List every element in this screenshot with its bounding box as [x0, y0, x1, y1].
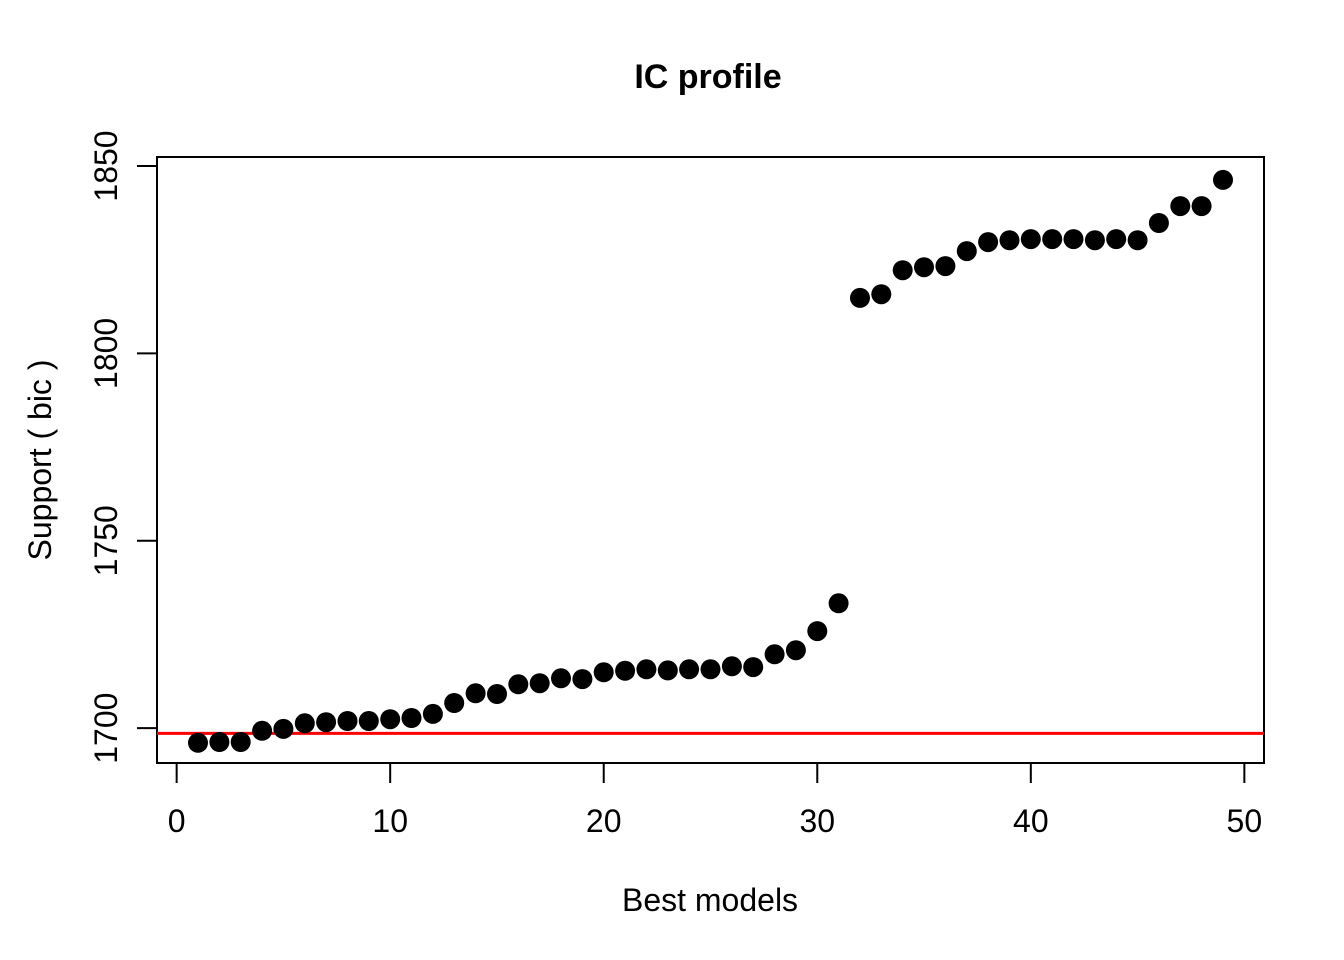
data-point	[1042, 229, 1063, 250]
data-point	[807, 621, 828, 642]
x-tick-label: 20	[586, 803, 622, 839]
x-tick-label: 40	[1013, 803, 1049, 839]
y-tick-label: 1800	[88, 318, 124, 389]
y-axis-title: Support ( bic )	[22, 360, 58, 561]
y-tick-label: 1750	[88, 505, 124, 576]
data-point	[422, 703, 443, 724]
data-point	[401, 708, 422, 728]
data-point	[1127, 230, 1148, 251]
data-point	[615, 660, 636, 681]
data-point	[999, 230, 1020, 251]
data-point	[636, 659, 657, 680]
x-tick-label: 10	[372, 803, 408, 839]
data-point	[1213, 169, 1233, 190]
data-point	[593, 662, 614, 683]
data-point	[337, 711, 358, 731]
plot-box	[156, 156, 1265, 764]
data-point	[700, 659, 721, 680]
data-point	[914, 257, 934, 278]
data-point	[252, 720, 273, 741]
y-tick-label: 1850	[88, 130, 124, 201]
data-point	[188, 732, 208, 753]
data-point	[1191, 196, 1212, 217]
data-point	[487, 684, 507, 704]
data-point	[721, 656, 742, 677]
data-point	[679, 659, 700, 680]
data-point	[1170, 196, 1191, 217]
data-point	[828, 593, 849, 614]
data-point	[572, 669, 593, 690]
data-point	[465, 683, 486, 704]
data-point	[1063, 229, 1084, 250]
data-point	[508, 674, 529, 695]
data-point	[209, 732, 230, 752]
data-point	[1106, 229, 1127, 250]
data-point	[657, 660, 678, 681]
x-tick-label: 50	[1227, 803, 1263, 839]
data-point	[529, 673, 550, 694]
data-point	[230, 732, 251, 752]
y-tick-label: 1700	[88, 693, 124, 764]
data-point	[273, 718, 294, 739]
data-point	[380, 709, 401, 730]
data-point	[785, 640, 806, 661]
data-point	[764, 644, 785, 665]
plot-area: 0 10 20 30 40 50 1700 1750 1800 1850	[88, 130, 1265, 839]
x-tick-label: 30	[799, 803, 835, 839]
data-point	[1020, 229, 1041, 250]
chart-title: IC profile	[634, 58, 781, 96]
x-axis-title: Best models	[622, 882, 798, 918]
data-point	[956, 241, 977, 262]
data-point	[294, 713, 315, 734]
x-tick-label: 0	[168, 803, 186, 839]
data-point	[316, 712, 337, 733]
data-point	[1084, 230, 1105, 251]
data-point	[978, 232, 999, 253]
data-point	[1148, 213, 1169, 233]
data-point	[743, 657, 764, 678]
data-point	[850, 287, 870, 308]
data-point	[551, 668, 571, 689]
data-point	[871, 284, 892, 305]
data-point	[892, 260, 913, 281]
data-point	[935, 256, 956, 277]
data-point	[358, 711, 379, 731]
data-point	[444, 693, 465, 713]
